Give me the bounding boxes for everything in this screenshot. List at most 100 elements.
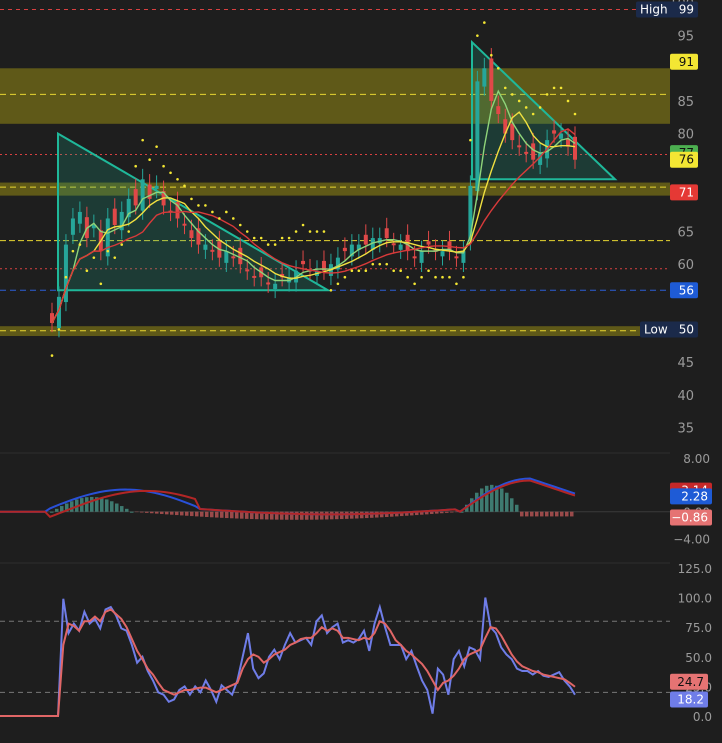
macd-histogram-bar [120,506,124,512]
sar-dot [358,269,361,272]
macd-histogram-bar [530,512,534,517]
macd-histogram-bar [205,512,209,517]
macd-histogram-bar [300,512,304,520]
macd-histogram-bar [450,512,454,513]
stoch-tick-label: 0.0 [693,710,712,724]
price-tag-3: 71 [679,185,694,199]
candle-body [364,235,368,245]
sar-dot [309,230,312,233]
macd-histogram-bar [525,512,529,517]
sar-dot [371,263,374,266]
macd-histogram-bar [115,504,119,512]
candle-body [413,256,417,258]
sar-dot [79,243,82,246]
low-label: Low [644,322,668,336]
candle-body [427,241,431,244]
sar-dot [539,106,542,109]
price-tick-label: 65 [677,226,694,241]
sar-dot [504,87,507,90]
sar-dot [337,282,340,285]
macd-histogram-bar [485,486,489,512]
sar-dot [176,178,179,181]
macd-histogram-bar [175,512,179,515]
candle-body [475,81,479,191]
macd-histogram-bar [130,512,134,513]
stoch-tick-label: 75.0 [685,621,712,635]
macd-histogram-bar [215,512,219,518]
sar-dot [288,237,291,240]
macd-histogram-bar [295,512,299,520]
macd-histogram-bar [140,512,144,513]
macd-histogram-bar [210,512,214,518]
sar-dot [497,67,500,70]
macd-histogram-bar [240,512,244,519]
macd-histogram-bar [330,512,334,520]
sar-dot [351,269,354,272]
candle-body [524,152,528,154]
candle-body [78,212,82,224]
macd-histogram-bar [545,512,549,517]
macd-histogram-bar [90,497,94,512]
candle-body [420,251,424,263]
macd-histogram-bar [535,512,539,517]
sar-dot [281,237,284,240]
macd-histogram-bar [225,512,229,518]
sar-dot [532,113,535,116]
candle-body [392,243,396,245]
candle-body [266,282,270,284]
macd-histogram-bar [570,512,574,517]
stoch-tag-1: 18.2 [677,692,704,706]
macd-histogram-bar [340,512,344,519]
macd-histogram-bar [100,498,104,512]
sar-dot [232,217,235,220]
stoch-tick-label: 125.0 [678,562,712,576]
sar-dot [427,269,430,272]
stoch-tick-label: 100.0 [678,592,712,606]
macd-histogram-bar [325,512,329,520]
macd-histogram-bar [335,512,339,519]
sar-dot [392,269,395,272]
macd-histogram-bar [560,512,564,517]
macd-histogram-bar [160,512,164,514]
sar-dot [378,263,381,266]
macd-histogram-bar [310,512,314,520]
stoch-tick-label: 50.0 [685,651,712,665]
sar-dot [58,328,61,331]
sar-dot [100,282,103,285]
sar-dot [260,237,263,240]
macd-histogram-bar [505,493,509,512]
macd-histogram-bar [320,512,324,520]
sar-dot [344,276,347,279]
candle-body [141,179,145,210]
macd-histogram-bar [430,512,434,514]
candle-body [273,284,277,289]
candle-body [510,124,514,140]
sar-dot [65,276,68,279]
sar-dot [86,269,89,272]
sar-dot [148,158,151,161]
stoch-tag-0: 24.7 [677,675,704,689]
candle-body [385,228,389,238]
price-tag-2: 76 [679,153,694,167]
candle-body [399,245,403,250]
sar-dot [546,93,549,96]
sar-dot [574,113,577,116]
candle-body [496,106,500,114]
sar-dot [190,198,193,201]
sar-dot [511,93,514,96]
sar-dot [246,230,249,233]
candle-body [517,145,521,147]
high-label: High [640,3,668,17]
candle-body [489,59,493,101]
price-tick-label: 95 [677,30,694,45]
macd-histogram-bar [230,512,234,519]
sar-dot [267,243,270,246]
macd-histogram-bar [500,488,504,511]
candle-body [224,251,228,263]
macd-histogram-bar [85,497,89,511]
price-tag-0: 91 [679,55,694,69]
macd-histogram-bar [235,512,239,519]
price-tick-label: 35 [677,421,694,436]
sar-dot [141,139,144,142]
